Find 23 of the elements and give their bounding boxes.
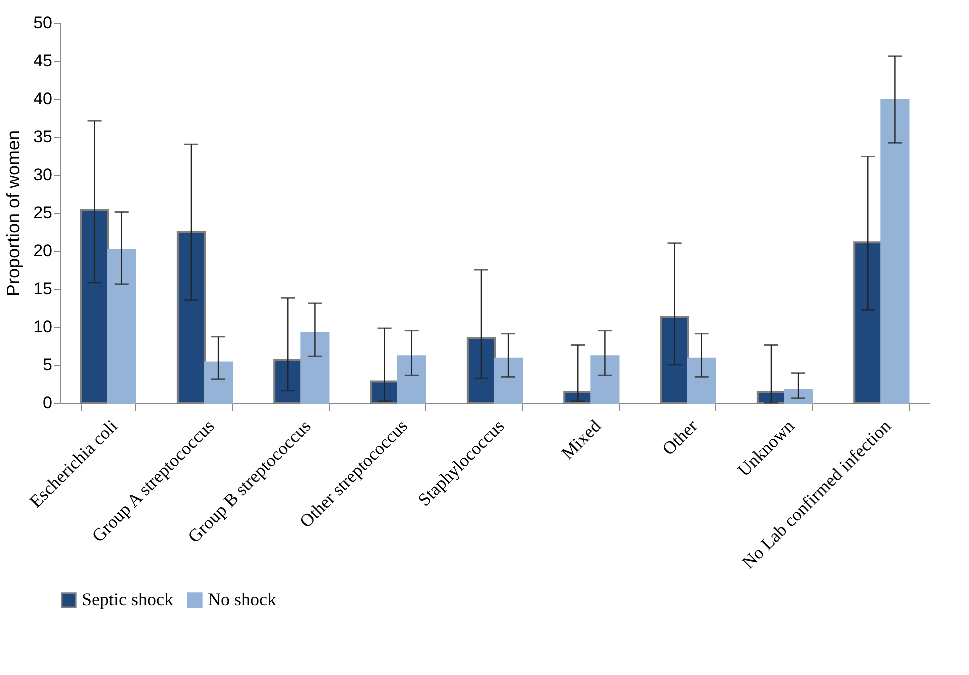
bar (590, 356, 620, 404)
y-tick-label: 15 (34, 280, 52, 298)
bar (784, 389, 814, 404)
y-tick-label: 20 (34, 242, 52, 260)
legend-label: Septic shock (82, 589, 174, 610)
y-axis-title: Proportion of women (4, 130, 24, 297)
y-tick-label: 45 (34, 52, 52, 70)
y-tick-label: 50 (34, 14, 52, 32)
y-tick-label: 10 (34, 318, 52, 336)
y-tick-label: 35 (34, 128, 52, 146)
y-tick-label: 30 (34, 166, 52, 184)
bar (107, 249, 136, 404)
y-tick-label: 40 (34, 90, 52, 108)
bar (687, 358, 716, 404)
bar (204, 362, 234, 404)
bar (880, 100, 910, 404)
y-tick-label: 25 (34, 204, 52, 222)
bar (397, 356, 426, 404)
y-tick-label: 0 (43, 394, 52, 412)
bar (494, 358, 524, 404)
y-tick-label: 5 (43, 356, 52, 374)
legend-label: No shock (208, 589, 276, 610)
bar (300, 332, 330, 404)
